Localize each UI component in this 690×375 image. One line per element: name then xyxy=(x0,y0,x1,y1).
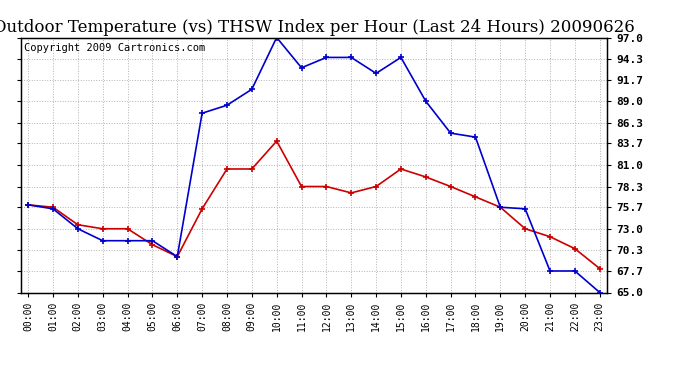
Title: Outdoor Temperature (vs) THSW Index per Hour (Last 24 Hours) 20090626: Outdoor Temperature (vs) THSW Index per … xyxy=(0,19,635,36)
Text: Copyright 2009 Cartronics.com: Copyright 2009 Cartronics.com xyxy=(23,43,205,52)
